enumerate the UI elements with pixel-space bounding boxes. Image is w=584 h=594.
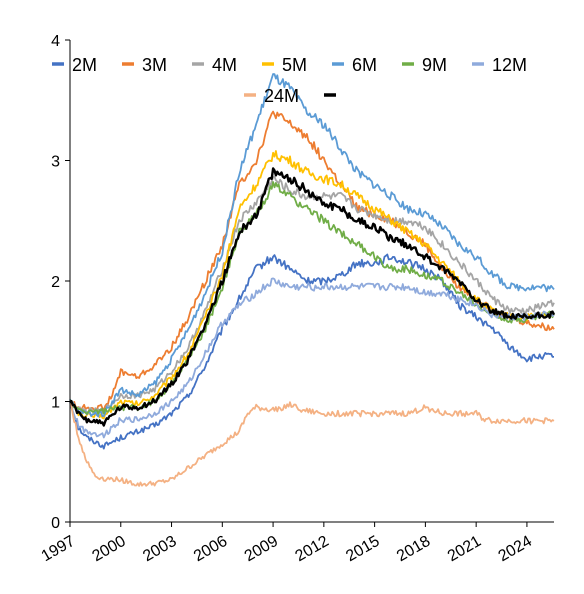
legend-label: 12M xyxy=(492,55,527,75)
legend-item-6m: 6M xyxy=(332,55,377,75)
legend-label: 24M xyxy=(264,86,299,106)
series-line-9m xyxy=(69,181,555,415)
legend-item-5m: 5M xyxy=(262,55,307,75)
axes xyxy=(65,39,554,527)
x-tick-label: 2024 xyxy=(496,533,535,566)
x-tick-label: 2009 xyxy=(242,533,281,566)
y-tick-labels: 0 1 2 3 4 xyxy=(51,33,60,532)
x-tick-label: 2018 xyxy=(394,533,433,566)
y-tick-label: 3 xyxy=(51,154,60,171)
series-line-unlabeled xyxy=(69,167,556,427)
series-line-6m xyxy=(69,73,555,418)
legend-label: 6M xyxy=(352,55,377,75)
legend-item-24m: 24M xyxy=(244,86,299,106)
legend-label: 4M xyxy=(212,55,237,75)
y-tick-label: 2 xyxy=(51,274,60,291)
legend-item-9m: 9M xyxy=(402,55,447,75)
series-line-24m xyxy=(69,401,555,487)
y-tick-label: 0 xyxy=(51,515,60,532)
x-tick-label: 2006 xyxy=(191,533,230,566)
series-line-2m xyxy=(69,253,554,450)
legend-label: 9M xyxy=(422,55,447,75)
plot-area xyxy=(69,73,556,487)
x-tick-label: 1997 xyxy=(39,533,78,566)
x-tick-label: 2003 xyxy=(140,533,179,566)
legend-label: 2M xyxy=(72,55,97,75)
legend-label: 5M xyxy=(282,55,307,75)
legend-item-4m: 4M xyxy=(192,55,237,75)
series-line-12m xyxy=(69,277,555,439)
legend-item-3m: 3M xyxy=(122,55,167,75)
legend: 2M 3M 4M 5M 6M 9M 12M 24M xyxy=(52,55,527,106)
x-tick-label: 2012 xyxy=(293,533,332,566)
x-tick-labels: 1997 2000 2003 2006 2009 2012 2015 2018 2021 2024 xyxy=(39,533,535,566)
x-tick-label: 2021 xyxy=(445,533,484,566)
legend-item-12m: 12M xyxy=(472,55,527,75)
y-tick-label: 4 xyxy=(51,33,60,50)
legend-item-2m: 2M xyxy=(52,55,97,75)
series-line-4m xyxy=(70,175,555,415)
x-tick-label: 2015 xyxy=(343,533,382,566)
y-tick-label: 1 xyxy=(51,395,60,412)
legend-label: 3M xyxy=(142,55,167,75)
x-tick-label: 2000 xyxy=(89,533,128,566)
